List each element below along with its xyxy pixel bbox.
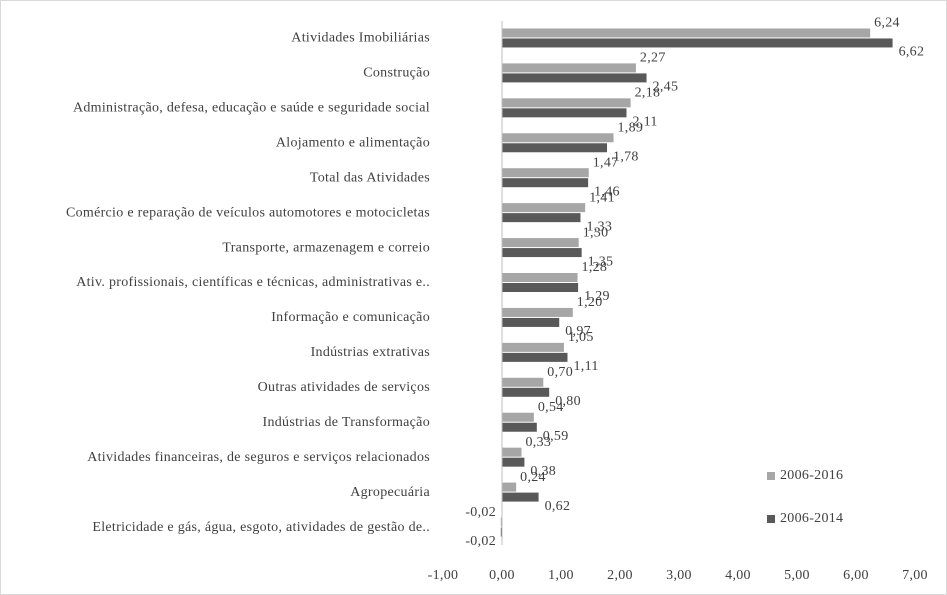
bar	[502, 283, 579, 292]
bar	[502, 38, 893, 48]
bar	[502, 168, 589, 178]
value-label: -0,02	[465, 534, 496, 549]
legend-label: 2006-2014	[780, 511, 843, 526]
value-label: 1,41	[589, 190, 615, 205]
bar	[502, 98, 631, 108]
bar	[502, 73, 647, 83]
legend-swatch	[767, 515, 775, 523]
x-tick-label: 6,00	[843, 568, 869, 583]
legend-label: 2006-2016	[780, 468, 843, 483]
x-tick-label: 2,00	[607, 568, 633, 583]
bar	[502, 63, 636, 73]
y-tick-label: Atividades Imobiliárias	[291, 31, 430, 46]
y-tick-label: Construção	[363, 66, 430, 81]
value-label: 1,29	[584, 289, 610, 304]
value-label: 1,33	[586, 219, 612, 234]
bar	[502, 213, 581, 223]
y-tick-label: Outras atividades de serviços	[258, 380, 430, 395]
y-tick-label: Transporte, armazenagem e correio	[222, 240, 430, 255]
value-label: 0,97	[565, 324, 591, 339]
value-label: 2,18	[635, 86, 661, 101]
value-label: 0,80	[555, 394, 581, 409]
value-label: 1,30	[583, 225, 609, 240]
bar	[500, 517, 502, 527]
value-label: 1,47	[593, 155, 619, 170]
value-label: 0,38	[530, 464, 556, 479]
y-tick-label: Indústrias extrativas	[311, 345, 430, 360]
value-label: 0,33	[525, 435, 551, 450]
bar	[502, 108, 627, 118]
value-label: 1,28	[582, 260, 608, 275]
value-label: 0,59	[543, 429, 569, 444]
y-tick-label: Indústrias de Transformação	[262, 415, 430, 430]
x-tick-label: -1,00	[428, 568, 459, 583]
x-tick-label: 1,00	[548, 568, 574, 583]
y-tick-label: Eletricidade e gás, água, esgoto, ativid…	[92, 520, 430, 535]
value-label: 6,24	[874, 16, 900, 31]
value-label: 2,27	[640, 51, 666, 66]
bar	[502, 492, 539, 502]
bar	[502, 248, 582, 258]
bar	[500, 527, 502, 537]
bar	[502, 317, 560, 327]
bar	[502, 482, 517, 492]
value-label: 1,35	[588, 254, 614, 269]
bar	[502, 387, 550, 397]
legend-swatch	[767, 472, 775, 480]
bar	[502, 307, 573, 317]
bar	[502, 352, 568, 362]
bar	[502, 133, 614, 143]
value-label: 0,62	[545, 499, 571, 514]
value-label: 2,11	[632, 115, 657, 130]
bar	[502, 412, 534, 422]
value-label: 1,11	[573, 359, 598, 374]
bar	[502, 342, 564, 352]
y-tick-label: Informação e comunicação	[271, 310, 430, 325]
y-tick-label: Agropecuária	[350, 485, 430, 500]
x-tick-label: 4,00	[725, 568, 751, 583]
y-tick-label: Administração, defesa, educação e saúde …	[73, 101, 430, 116]
bar	[502, 273, 578, 282]
y-tick-label: Comércio e reparação de veículos automot…	[66, 205, 430, 220]
value-label: 0,24	[520, 470, 546, 485]
bar	[502, 457, 525, 467]
y-tick-label: Alojamento e alimentação	[276, 135, 430, 150]
value-label: 1,46	[594, 184, 620, 199]
x-tick-label: 3,00	[666, 568, 692, 583]
value-label: -0,02	[465, 505, 496, 520]
bar	[502, 203, 586, 213]
value-label: 1,78	[613, 149, 639, 164]
x-tick-label: 7,00	[902, 568, 928, 583]
y-tick-label: Ativ. profissionais, científicas e técni…	[76, 275, 430, 290]
value-label: 0,54	[538, 400, 564, 415]
bar	[502, 377, 544, 387]
value-label: 2,45	[653, 80, 679, 95]
bar	[502, 178, 589, 188]
value-label: 1,20	[577, 295, 603, 310]
value-label: 0,70	[547, 365, 573, 380]
bar	[502, 143, 608, 153]
value-label: 1,05	[568, 330, 594, 345]
bar	[502, 422, 537, 432]
bar	[502, 28, 871, 38]
bar	[502, 447, 522, 457]
bar	[502, 238, 579, 248]
y-tick-label: Atividades financeiras, de seguros e ser…	[87, 450, 430, 465]
value-label: 6,62	[899, 45, 925, 60]
x-tick-label: 5,00	[784, 568, 810, 583]
x-tick-label: 0,00	[489, 568, 515, 583]
y-tick-label: Total das Atividades	[310, 170, 430, 185]
value-label: 1,89	[618, 120, 644, 135]
